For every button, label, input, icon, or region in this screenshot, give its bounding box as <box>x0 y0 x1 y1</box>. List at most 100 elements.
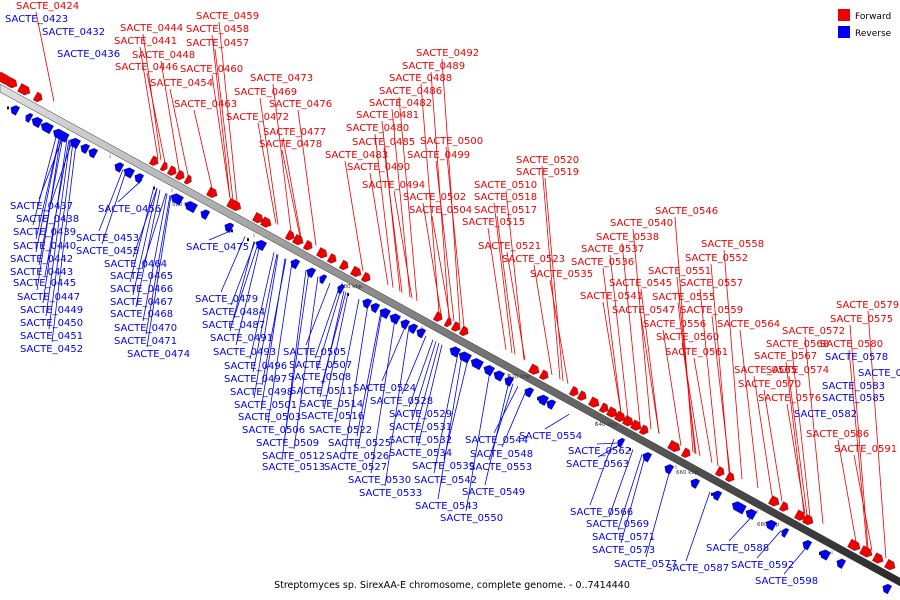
gene-label: SACTE_0451 <box>20 331 83 342</box>
gene-label: SACTE_0438 <box>16 214 79 225</box>
gene-label: SACTE_0489 <box>402 61 465 72</box>
gene-arrow <box>362 298 373 309</box>
gene-label: SACTE_0468 <box>110 309 173 320</box>
leader-line <box>117 179 143 203</box>
leader-line <box>681 342 701 457</box>
gene-arrow <box>731 501 747 515</box>
leader-line <box>281 149 301 237</box>
gene-label: SACTE_0567 <box>754 351 817 362</box>
gene-arrow <box>781 527 790 538</box>
gene-label: SACTE_0466 <box>110 284 173 295</box>
gene-arrow <box>389 313 402 325</box>
gene-label: SACTE_0554 <box>519 431 582 442</box>
leader-line <box>293 276 319 450</box>
leader-line <box>36 135 62 291</box>
leader-line <box>621 242 641 424</box>
tick-label: 660 kbp <box>676 470 699 476</box>
gene-arrow <box>170 193 184 206</box>
leader-line <box>35 134 61 240</box>
leader-line <box>297 109 317 246</box>
gene-arrow <box>408 323 419 335</box>
gene-label: SACTE_0540 <box>610 218 673 229</box>
legend-reverse-swatch <box>838 26 850 38</box>
gene-label: SACTE_0575 <box>830 314 893 325</box>
gene-label: SACTE_0477 <box>263 127 326 138</box>
leader-line <box>640 315 660 434</box>
gene-arrow <box>504 376 515 387</box>
gene-label: SACTE_0460 <box>180 64 243 75</box>
gene-label: SACTE_0564 <box>717 319 780 330</box>
leader-line <box>253 254 279 399</box>
gene-label: SACTE_0559 <box>680 305 743 316</box>
leader-line <box>596 442 622 445</box>
leader-line <box>711 315 731 473</box>
leader-line <box>417 344 443 447</box>
gene-arrow <box>32 91 43 103</box>
leader-line <box>129 186 155 283</box>
leader-line <box>608 449 634 518</box>
gene-label: SACTE_0549 <box>462 487 525 498</box>
gene-label: SACTE_0467 <box>110 297 173 308</box>
leader-line <box>804 336 824 524</box>
gene-arrow <box>450 321 461 332</box>
genome-axis <box>0 83 900 587</box>
leader-line <box>233 243 259 319</box>
gene-label: SACTE_0449 <box>20 305 83 316</box>
leader-line <box>441 58 461 325</box>
gene-arrow <box>712 490 723 501</box>
gene-label: SACTE_0538 <box>596 232 659 243</box>
gene-label: SACTE_0532 <box>389 435 452 446</box>
gene-arrow <box>284 230 295 241</box>
gene-arrow <box>10 105 21 116</box>
gene-label: SACTE_0494 <box>362 180 425 191</box>
gene-label: SACTE_0447 <box>17 292 80 303</box>
leader-line <box>391 108 411 298</box>
gene-arrow <box>319 274 328 285</box>
leader-line <box>51 143 77 343</box>
gene-label: SACTE_0463 <box>174 99 237 110</box>
gene-label: SACTE_0536 <box>571 257 634 268</box>
gene-label: SACTE_0502 <box>403 192 466 203</box>
gene-arrow <box>847 538 861 551</box>
caption: Streptomyces sp. SirexAA-E chromosome, c… <box>274 580 630 591</box>
leader-line <box>249 252 275 360</box>
gene-arrow <box>493 370 506 382</box>
gene-arrow <box>724 471 735 483</box>
gene-arrow <box>568 385 579 397</box>
gene-arrow <box>690 478 701 489</box>
leader-line <box>414 342 440 434</box>
gene-label: SACTE_0543 <box>415 501 478 512</box>
marker <box>711 492 713 496</box>
leader-line <box>443 358 469 460</box>
leader-line <box>493 202 513 354</box>
gene-label: SACTE_0458 <box>186 24 249 35</box>
gene-label: SACTE_0546 <box>655 206 718 217</box>
leader-line <box>146 72 166 163</box>
marker <box>819 552 821 556</box>
leader-line <box>848 349 868 548</box>
gene-arrow <box>224 222 235 234</box>
leader-line <box>786 403 806 514</box>
marker <box>7 106 9 110</box>
gene-arrow <box>443 317 452 328</box>
gene-label: SACTE_0573 <box>592 545 655 556</box>
gene-arrow <box>6 77 18 89</box>
gene-arrow <box>524 387 535 398</box>
gene-arrow <box>184 201 198 214</box>
gene-arrow <box>338 259 349 271</box>
gene-label: SACTE_0548 <box>470 449 533 460</box>
gene-label: SACTE_0534 <box>389 448 452 459</box>
gene-label: SACTE_0450 <box>20 318 83 329</box>
gene-label: SACTE_0454 <box>150 78 213 89</box>
leader-line <box>319 290 345 398</box>
leader-line <box>316 289 342 371</box>
gene-label: SACTE_0491 <box>210 333 273 344</box>
gene-label: SACTE_0584 <box>858 368 900 379</box>
gene-label: SACTE_0578 <box>825 352 888 363</box>
gene-label: SACTE_0496 <box>224 361 287 372</box>
gene-label: SACTE_0560 <box>656 332 719 343</box>
gene-arrow <box>166 165 177 176</box>
gene-label: SACTE_0457 <box>186 38 249 49</box>
leader-line <box>146 195 172 348</box>
